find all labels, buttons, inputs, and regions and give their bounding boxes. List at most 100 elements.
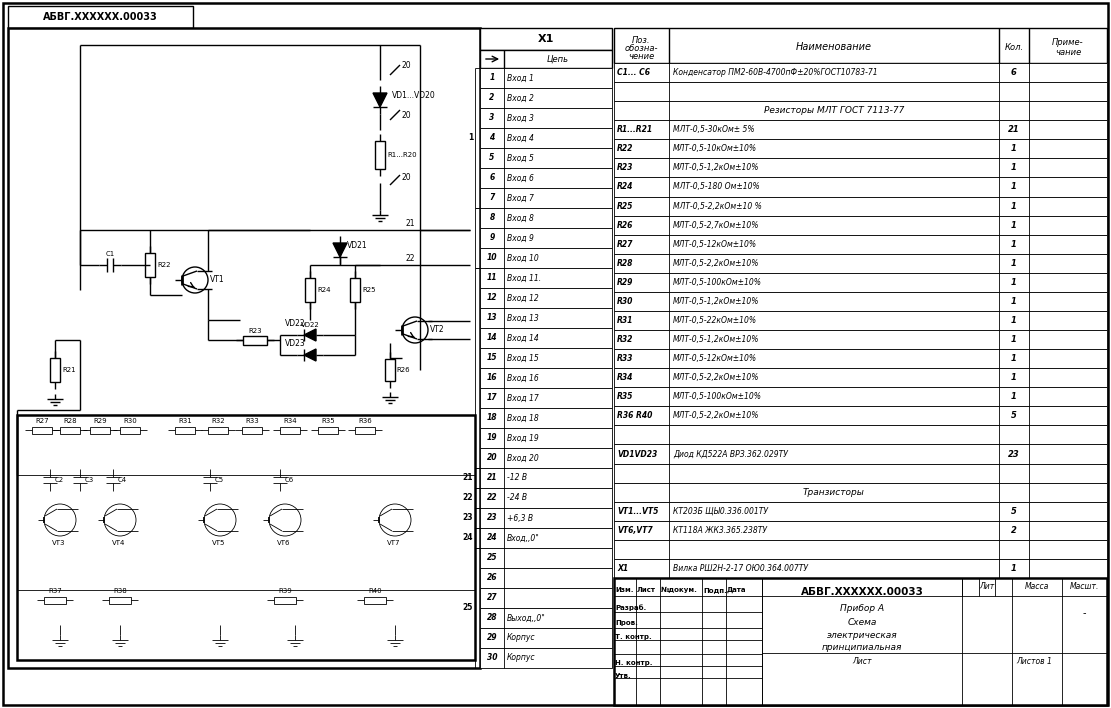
Text: МЛТ-0,5-12кОм±10%: МЛТ-0,5-12кОм±10% [673,240,757,249]
Text: 22: 22 [462,493,473,503]
Bar [306,278,316,302]
Text: чание: чание [1054,48,1081,57]
Bar [480,508,612,528]
Text: 21: 21 [406,219,416,228]
Bar [208,426,228,433]
Bar [480,588,612,608]
Text: Вход 10: Вход 10 [507,253,539,263]
Text: 2: 2 [1011,526,1017,535]
Text: 1: 1 [1011,278,1017,287]
Bar [480,308,612,328]
Text: R27: R27 [36,418,49,424]
Text: 9: 9 [489,234,494,243]
Bar [614,578,1107,705]
Text: 23: 23 [487,513,498,523]
Text: 19: 19 [487,433,498,442]
Text: 22: 22 [406,254,416,263]
Text: 29: 29 [487,634,498,642]
Text: Вход 14: Вход 14 [507,333,539,343]
Text: МЛТ-0,5-22кОм±10%: МЛТ-0,5-22кОм±10% [673,316,757,325]
Text: МЛТ-0,5-2,2кОм±10%: МЛТ-0,5-2,2кОм±10% [673,373,760,382]
Text: 20: 20 [402,110,411,120]
Text: C6: C6 [286,477,294,483]
Text: МЛТ-0,5-2,7кОм±10%: МЛТ-0,5-2,7кОм±10% [673,221,760,229]
Bar [480,408,612,428]
Bar [614,502,1107,521]
Text: Изм.: Изм. [615,587,633,593]
Bar [243,336,267,345]
Text: 24: 24 [487,534,498,542]
Text: Поз.: Поз. [632,36,651,45]
Bar [17,415,476,660]
Text: Наименование: Наименование [795,42,872,52]
Text: Лист: Лист [852,657,872,666]
Bar [614,330,1107,349]
Text: Подп.: Подп. [703,587,727,593]
Text: Корпус: Корпус [507,634,536,642]
Text: 25: 25 [487,554,498,562]
Bar [480,50,612,68]
Text: R1...R21: R1...R21 [617,125,653,135]
Text: Вход 11.: Вход 11. [507,273,541,282]
Text: R27: R27 [617,240,633,249]
Text: Масшт.: Масшт. [1070,582,1099,591]
Text: 1: 1 [1011,297,1017,306]
Text: 1: 1 [1011,259,1017,268]
Text: КТ203Б ЩЫ0.336.001ТУ: КТ203Б ЩЫ0.336.001ТУ [673,507,768,515]
Bar [480,228,612,248]
Text: VT2: VT2 [430,326,444,334]
Text: R22: R22 [617,144,633,154]
Text: Вход 1: Вход 1 [507,74,534,83]
Text: 1: 1 [1011,144,1017,154]
Text: Вход 18: Вход 18 [507,413,539,423]
Text: 8: 8 [489,214,494,222]
Text: R39: R39 [278,588,292,594]
Text: КТ118А ЖК3.365.238ТУ: КТ118А ЖК3.365.238ТУ [673,526,767,535]
Text: Вход 2: Вход 2 [507,93,534,103]
Bar [90,426,110,433]
Text: 30: 30 [487,653,498,663]
Text: C3: C3 [86,477,94,483]
Text: 5: 5 [1011,507,1017,515]
Bar [614,559,1107,578]
Text: электрическая: электрическая [827,631,898,640]
Bar [280,426,300,433]
Text: Т. контр.: Т. контр. [615,634,652,640]
Text: C4: C4 [118,477,127,483]
Text: МЛТ-0,5-1,2кОм±10%: МЛТ-0,5-1,2кОм±10% [673,297,760,306]
Text: Лист: Лист [637,587,655,593]
Bar [274,597,296,603]
Bar [480,268,612,288]
Text: Вход 7: Вход 7 [507,193,534,202]
Text: Утв.: Утв. [615,673,632,679]
Bar [242,426,262,433]
Text: МЛТ-0,5-2,2кОм±10 %: МЛТ-0,5-2,2кОм±10 % [673,202,762,210]
Bar [614,28,1107,63]
Text: R33: R33 [246,418,259,424]
Text: Листов 1: Листов 1 [1017,657,1052,666]
Bar [146,253,156,277]
Text: Вход 19: Вход 19 [507,433,539,442]
Text: 1: 1 [468,134,473,142]
Text: VT5: VT5 [212,540,226,546]
Text: 1: 1 [1011,564,1017,573]
Text: МЛТ-0,5-12кОм±10%: МЛТ-0,5-12кОм±10% [673,354,757,363]
Text: R35: R35 [617,392,633,401]
Polygon shape [304,329,316,341]
Polygon shape [333,243,347,257]
Text: 1: 1 [1011,373,1017,382]
Text: C2: C2 [56,477,64,483]
Text: 21: 21 [487,474,498,482]
Text: C1: C1 [106,251,114,257]
Bar [480,168,612,188]
Bar [8,6,193,28]
Bar [480,528,612,548]
Text: 6: 6 [1011,68,1017,77]
Bar [614,273,1107,292]
Text: R37: R37 [48,588,62,594]
Bar [480,648,612,668]
Text: 13: 13 [487,314,498,323]
Text: 14: 14 [487,333,498,343]
Text: R35: R35 [321,418,334,424]
Text: 27: 27 [487,593,498,603]
